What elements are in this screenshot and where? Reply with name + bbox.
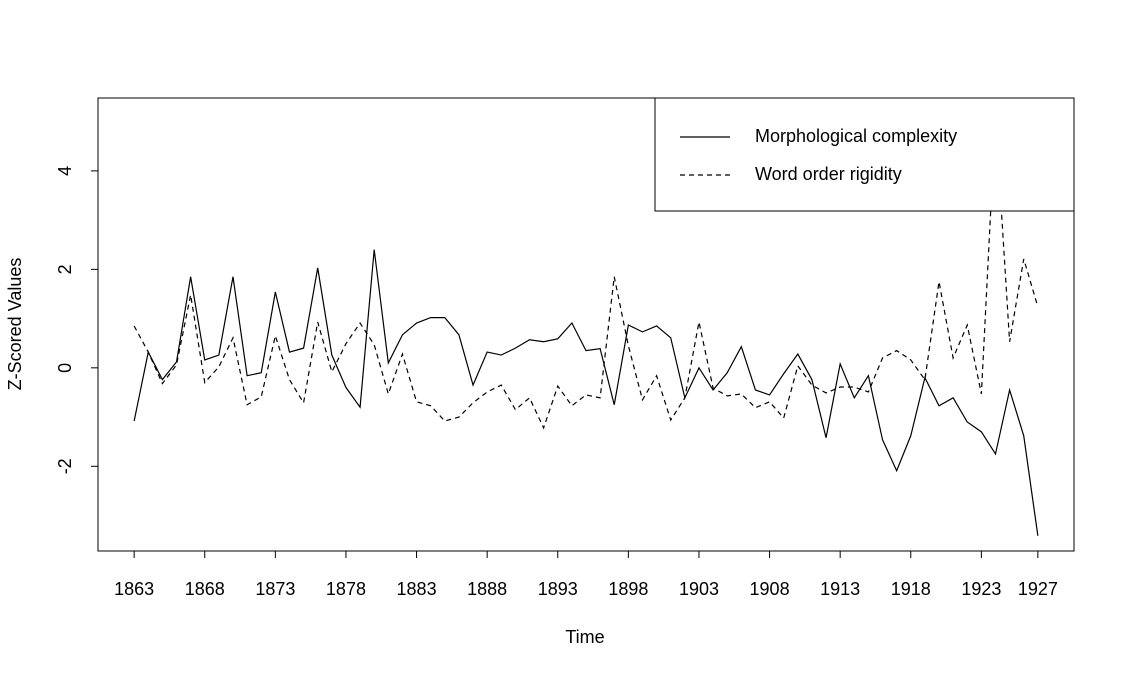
x-tick-label: 1863 [114,579,154,599]
y-axis-label: Z-Scored Values [5,258,25,391]
x-tick-label: 1893 [538,579,578,599]
x-tick-label: 1927 [1018,579,1058,599]
series-line [133,249,1039,536]
x-tick-label: 1868 [185,579,225,599]
legend-box [654,97,1075,212]
x-tick-label: 1898 [608,579,648,599]
x-tick-label: 1923 [961,579,1001,599]
x-tick-label: 1878 [326,579,366,599]
series-line [133,116,1039,430]
x-tick-label: 1873 [255,579,295,599]
y-tick-label: -2 [55,458,75,474]
legend-label: Word order rigidity [755,164,902,184]
legend-label: Morphological complexity [755,126,957,146]
y-tick-label: 4 [55,166,75,176]
x-tick-label: 1883 [397,579,437,599]
x-axis-label: Time [565,627,604,647]
x-tick-label: 1908 [750,579,790,599]
plot-frame [97,97,1075,552]
x-tick-label: 1903 [679,579,719,599]
x-tick-label: 1918 [891,579,931,599]
x-tick-label: 1913 [820,579,860,599]
y-tick-label: 0 [55,363,75,373]
y-tick-label: 2 [55,264,75,274]
x-tick-label: 1888 [467,579,507,599]
